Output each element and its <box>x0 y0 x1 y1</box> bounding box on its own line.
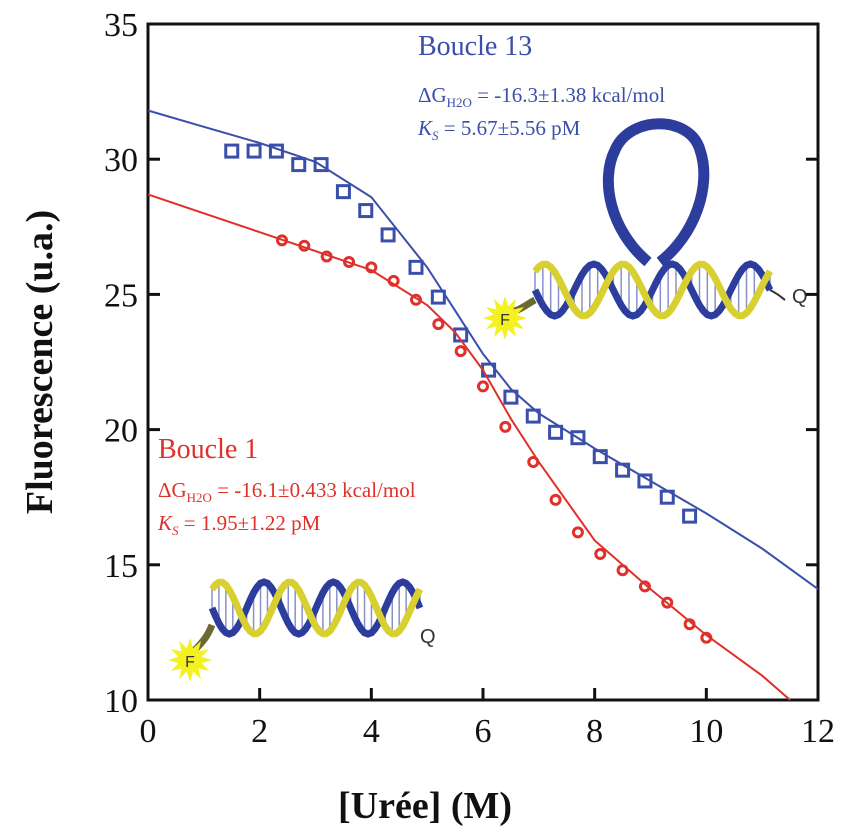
hairpin-loop <box>602 118 710 267</box>
data-point <box>527 456 540 469</box>
dg-text: = -16.3±1.38 kcal/mol <box>472 83 665 107</box>
data-point <box>571 526 584 539</box>
data-point <box>592 449 608 465</box>
ks-text: = 1.95±1.22 pM <box>179 511 321 535</box>
data-point <box>525 408 541 424</box>
x-tick-label: 4 <box>363 713 380 750</box>
data-point <box>454 345 467 358</box>
plot-frame <box>146 22 820 702</box>
x-tick-label: 12 <box>801 713 835 750</box>
annotation-dg: ΔGH2O = -16.1±0.433 kcal/mol <box>158 478 416 505</box>
linker <box>769 289 786 301</box>
y-tick-label: 20 <box>104 413 138 450</box>
quencher-label: Q <box>792 286 808 308</box>
ks-symbol: K <box>417 116 433 140</box>
data-point <box>432 318 445 331</box>
data-point <box>594 547 607 560</box>
y-tick-label: 30 <box>104 142 138 179</box>
data-point <box>659 489 675 505</box>
data-point <box>320 250 333 263</box>
data-point <box>477 380 489 393</box>
annotation-title: Boucle 1 <box>158 434 258 465</box>
data-point <box>335 184 351 200</box>
ks-text: = 5.67±5.56 pM <box>439 116 581 140</box>
fluorophore-star <box>168 638 212 682</box>
annotation-ks: KS = 1.95±1.22 pM <box>157 511 321 538</box>
data-point <box>246 143 262 159</box>
annotation-blue: Boucle 13 ΔGH2O = -16.3±1.38 kcal/mol KS… <box>417 31 665 143</box>
data-point <box>430 289 446 305</box>
data-point <box>661 596 674 609</box>
data-point <box>615 462 631 478</box>
y-tick-label: 25 <box>104 277 138 314</box>
ks-sub: S <box>172 523 179 538</box>
annotation-title: Boucle 13 <box>418 31 532 62</box>
data-point <box>408 259 424 275</box>
fluorophore-star <box>483 296 527 340</box>
data-point <box>499 420 512 433</box>
y-tick-label: 10 <box>104 683 138 720</box>
x-axis-title: [Urée] (M) <box>338 785 512 827</box>
data-point <box>410 293 422 306</box>
data-point <box>616 564 629 577</box>
data-point <box>380 227 396 243</box>
y-tick-label: 15 <box>104 548 138 585</box>
annotation-dg: ΔGH2O = -16.3±1.38 kcal/mol <box>418 83 665 110</box>
x-tick-label: 2 <box>251 713 268 750</box>
x-tick-label: 10 <box>689 713 723 750</box>
y-axis-title: Fluorescence (u.a.) <box>19 210 61 514</box>
quencher-label: Q <box>420 626 436 648</box>
ks-symbol: K <box>157 511 173 535</box>
strand-yellow <box>532 260 774 320</box>
dg-sub: H2O <box>187 490 212 505</box>
data-point <box>637 473 653 489</box>
data-point <box>549 493 562 506</box>
fluorophore-label: F <box>185 654 195 671</box>
data-point <box>683 618 696 631</box>
data-point <box>313 157 329 173</box>
molecule-illustrations: F Q F Q <box>168 118 808 682</box>
data-point <box>387 274 400 287</box>
data-point <box>224 143 240 159</box>
data-point <box>365 261 378 274</box>
annotation-red: Boucle 1 ΔGH2O = -16.1±0.433 kcal/mol KS… <box>157 434 416 538</box>
data-point <box>638 580 651 593</box>
dg-sub: H2O <box>447 95 472 110</box>
data-point <box>548 424 564 440</box>
y-tick-label: 35 <box>104 7 138 44</box>
strand-blue <box>208 578 424 638</box>
x-tick-label: 8 <box>586 713 603 750</box>
data-point <box>570 430 586 446</box>
data-point <box>503 389 519 405</box>
fluorophore-label: F <box>500 312 510 329</box>
data-point <box>276 234 288 247</box>
data-point <box>358 203 374 219</box>
x-tick-label: 6 <box>475 713 492 750</box>
dg-text: = -16.1±0.433 kcal/mol <box>212 478 416 502</box>
x-tick-label: 0 <box>140 713 157 750</box>
dg-symbol: ΔG <box>418 83 447 107</box>
fit-line <box>147 109 819 590</box>
data-point <box>268 143 284 159</box>
ks-sub: S <box>432 128 439 143</box>
data-point <box>343 255 355 268</box>
data-point <box>700 631 713 644</box>
strand-blue <box>531 260 774 320</box>
annotation-ks: KS = 5.67±5.56 pM <box>417 116 581 143</box>
strand-yellow <box>209 578 424 638</box>
data-point <box>298 239 311 252</box>
data-point <box>291 157 307 173</box>
data-point <box>682 508 698 524</box>
dg-symbol: ΔG <box>158 478 187 502</box>
